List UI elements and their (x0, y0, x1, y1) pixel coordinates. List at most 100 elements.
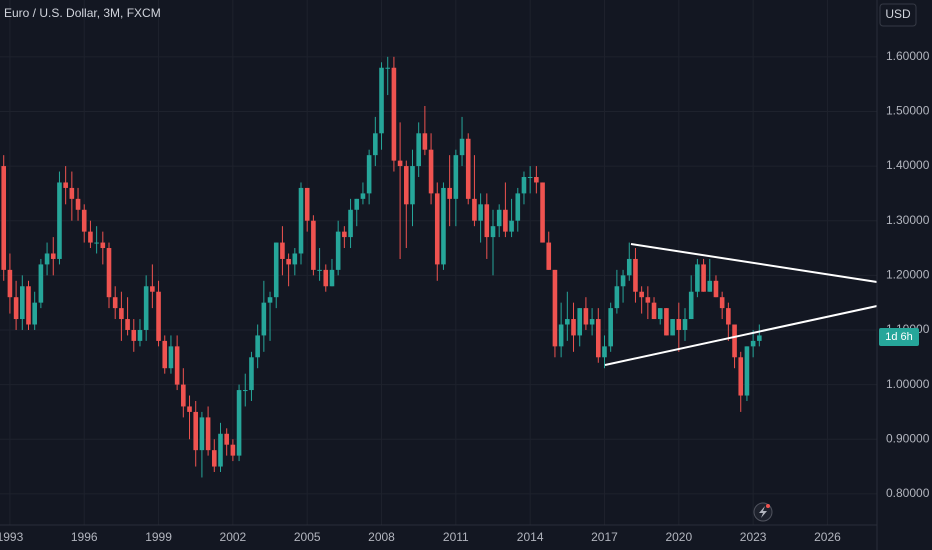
candle-body (602, 346, 607, 358)
candle-body (150, 286, 155, 292)
y-tick-label: 1.40000 (886, 158, 930, 172)
candle-body (701, 264, 706, 292)
candle-body (156, 291, 161, 341)
candle-body (664, 308, 669, 336)
candle-body (490, 226, 496, 238)
candle-body (7, 269, 13, 298)
candle-body (106, 248, 112, 298)
candles (1, 56, 762, 478)
candle-body (546, 242, 552, 270)
y-tick-label: 1.30000 (886, 213, 930, 227)
candle-body (484, 204, 490, 238)
candle-body (750, 340, 756, 347)
candle-body (81, 209, 87, 232)
candle-body (379, 67, 384, 134)
x-tick-label: 2005 (294, 530, 321, 544)
candle-body (503, 209, 508, 232)
candle-body (472, 198, 477, 221)
candle-body (323, 269, 329, 287)
y-tick-label: 1.50000 (886, 104, 930, 118)
candle-body (280, 242, 285, 259)
candle-body (242, 390, 248, 392)
x-tick-label: 2014 (517, 530, 544, 544)
candle-body (292, 253, 298, 265)
candle-body (26, 286, 31, 325)
trend-line (630, 243, 878, 283)
candle-body (348, 209, 353, 238)
x-tick-label: 2017 (591, 530, 618, 544)
candle-body (205, 417, 211, 451)
currency-box[interactable] (879, 3, 917, 27)
candle-body (416, 133, 421, 167)
x-tick-label: 2026 (814, 530, 841, 544)
candle-body (19, 286, 25, 320)
candle-body (732, 324, 737, 358)
candle-body (131, 329, 137, 341)
candle-body (509, 220, 514, 232)
candle-body (286, 258, 291, 265)
candle-body (335, 231, 341, 270)
x-tick-label: 1999 (145, 530, 172, 544)
candle-body (342, 231, 347, 238)
candle-body (125, 319, 130, 330)
candle-body (657, 308, 663, 320)
candle-body (224, 433, 229, 445)
candle-body (317, 269, 322, 271)
candle-body (713, 280, 719, 298)
candle-body (738, 357, 744, 396)
candle-body (670, 319, 675, 336)
candle-body (441, 187, 446, 265)
trend-line (604, 305, 878, 366)
candle-body (112, 297, 118, 309)
y-tick-label: 1.20000 (886, 268, 930, 282)
candle-body (329, 269, 335, 287)
candle-body (385, 67, 391, 69)
candle-body (193, 411, 199, 451)
candle-body (162, 340, 168, 369)
candle-body (50, 253, 56, 259)
candle-body (311, 220, 316, 270)
candle-body (465, 138, 471, 199)
x-tick-label: 2008 (368, 530, 395, 544)
y-tick-label: 0.90000 (886, 431, 930, 445)
lightning-icon (759, 506, 767, 518)
candle-body (540, 182, 545, 243)
candle-body (75, 198, 81, 210)
chart-title: Euro / U.S. Dollar, 3M, FXCM (4, 6, 161, 20)
x-tick-label: 1993 (0, 530, 24, 544)
candle-body (1, 166, 7, 270)
y-tick-label: 1.60000 (886, 49, 930, 63)
candle-body (422, 133, 428, 150)
candle-body (447, 187, 452, 199)
candle-body (391, 67, 397, 161)
candle-body (273, 242, 279, 298)
candle-body (44, 253, 50, 265)
candle-body (676, 319, 682, 330)
candle-body (645, 297, 651, 303)
candle-body (249, 357, 254, 391)
currency-label[interactable]: USD (885, 7, 911, 21)
candle-body (453, 155, 459, 199)
candle-body (63, 182, 68, 188)
candle-body (608, 308, 613, 347)
candle-body (595, 319, 601, 358)
x-tick-label: 2002 (220, 530, 247, 544)
candle-body (515, 193, 521, 221)
candle-body (459, 138, 465, 156)
candle-body (397, 160, 403, 167)
candle-body (100, 242, 106, 249)
candle-body (527, 177, 533, 179)
candle-body (695, 264, 700, 292)
candle-body (168, 346, 174, 369)
candle-body (428, 149, 434, 194)
candle-body (403, 166, 409, 205)
candle-body (199, 417, 205, 451)
candle-body (88, 231, 93, 243)
y-tick-label: 1.00000 (886, 377, 930, 391)
candle-body (211, 450, 217, 467)
candle-body (218, 433, 223, 467)
candle-body (366, 155, 372, 194)
candle-body (13, 297, 19, 320)
